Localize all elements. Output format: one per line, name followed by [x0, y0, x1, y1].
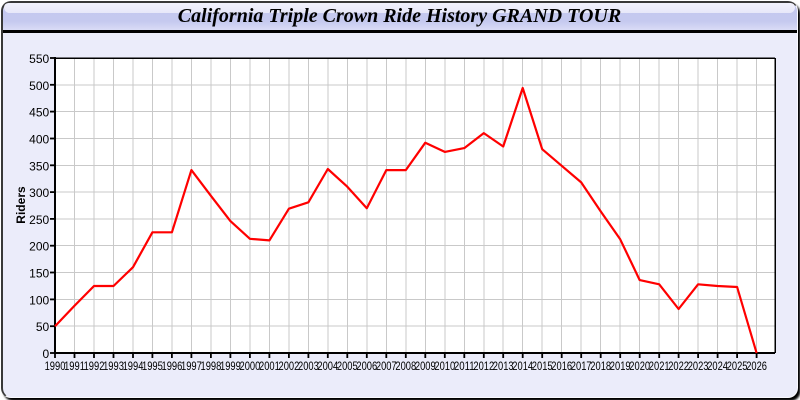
svg-text:250: 250 [29, 213, 49, 227]
svg-text:2019: 2019 [610, 359, 631, 373]
svg-text:2008: 2008 [395, 359, 416, 373]
svg-text:2026: 2026 [746, 359, 767, 373]
svg-text:1995: 1995 [142, 359, 163, 373]
svg-text:2016: 2016 [551, 359, 572, 373]
svg-text:300: 300 [29, 186, 49, 200]
svg-text:1994: 1994 [123, 359, 144, 373]
svg-text:450: 450 [29, 106, 49, 120]
svg-text:200: 200 [29, 240, 49, 254]
svg-text:2009: 2009 [415, 359, 436, 373]
svg-text:1999: 1999 [220, 359, 241, 373]
svg-text:2001: 2001 [259, 359, 280, 373]
svg-text:2017: 2017 [571, 359, 592, 373]
svg-text:2002: 2002 [279, 359, 300, 373]
svg-text:100: 100 [29, 293, 49, 307]
svg-text:400: 400 [29, 133, 49, 147]
svg-text:1998: 1998 [201, 359, 222, 373]
svg-text:2023: 2023 [688, 359, 709, 373]
svg-text:2024: 2024 [707, 359, 728, 373]
svg-text:2010: 2010 [434, 359, 455, 373]
svg-text:2004: 2004 [317, 359, 338, 373]
svg-text:1991: 1991 [64, 359, 85, 373]
svg-text:1990: 1990 [45, 359, 66, 373]
svg-text:150: 150 [29, 267, 49, 281]
svg-text:2014: 2014 [512, 359, 533, 373]
svg-text:2013: 2013 [493, 359, 514, 373]
svg-text:2000: 2000 [240, 359, 261, 373]
svg-text:1993: 1993 [103, 359, 124, 373]
svg-text:2006: 2006 [356, 359, 377, 373]
svg-text:550: 550 [29, 52, 49, 66]
svg-text:50: 50 [36, 320, 50, 334]
svg-text:2021: 2021 [649, 359, 670, 373]
svg-text:2003: 2003 [298, 359, 319, 373]
svg-text:2011: 2011 [454, 359, 475, 373]
svg-text:1997: 1997 [181, 359, 202, 373]
svg-text:0: 0 [43, 347, 50, 361]
svg-text:Riders: Riders [14, 186, 28, 224]
svg-text:500: 500 [29, 79, 49, 93]
svg-text:1992: 1992 [84, 359, 105, 373]
svg-text:2015: 2015 [532, 359, 553, 373]
svg-text:2025: 2025 [727, 359, 748, 373]
svg-text:1996: 1996 [162, 359, 183, 373]
svg-text:2005: 2005 [337, 359, 358, 373]
svg-text:2022: 2022 [668, 359, 689, 373]
svg-text:2012: 2012 [473, 359, 494, 373]
svg-text:2018: 2018 [590, 359, 611, 373]
svg-text:2020: 2020 [629, 359, 650, 373]
svg-text:2007: 2007 [376, 359, 397, 373]
svg-text:350: 350 [29, 159, 49, 173]
